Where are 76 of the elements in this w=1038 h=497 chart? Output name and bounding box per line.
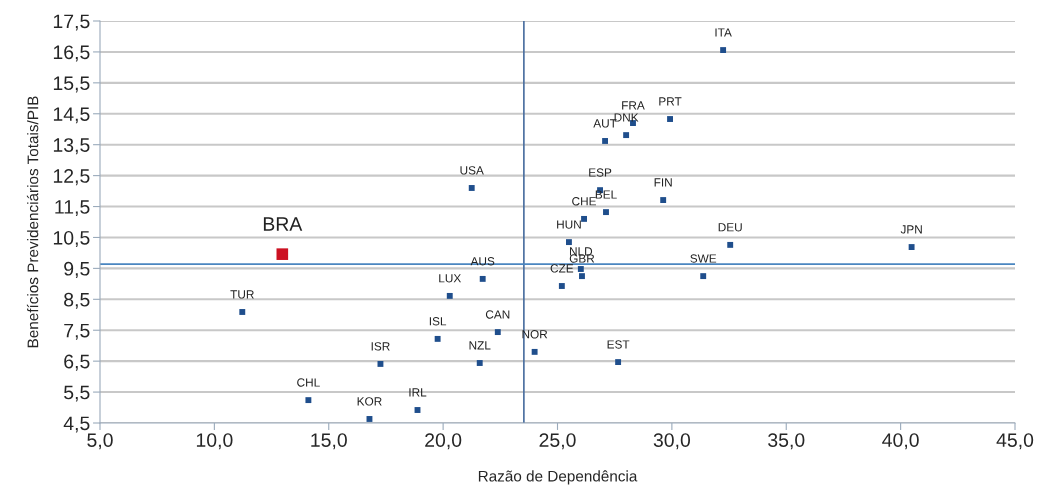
x-axis-title: Razão de Dependência: [478, 470, 638, 485]
point: [531, 348, 538, 355]
y-tick-label: 7,5: [64, 323, 90, 340]
point: [494, 329, 501, 336]
y-tick-label: 14,5: [53, 107, 90, 124]
y-tick-label: 15,5: [53, 76, 90, 93]
annotation: JPN: [900, 225, 922, 234]
annotation: CHE: [572, 197, 596, 206]
point: [479, 275, 486, 282]
annotation: ESP: [589, 168, 612, 177]
x-tick-label: 25,0: [539, 433, 576, 450]
x-tick-label: 5,0: [87, 433, 113, 450]
annotation: GBR: [569, 254, 595, 263]
annotation: EST: [607, 340, 630, 349]
point: [276, 248, 289, 260]
annotation: HUN: [557, 220, 581, 229]
point: [476, 360, 483, 366]
y-tick-label: 17,5: [53, 14, 90, 31]
point: [434, 335, 441, 342]
point: [577, 266, 584, 272]
y-tick-label: 10,5: [53, 230, 90, 247]
y-tick-label: 16,5: [53, 45, 90, 62]
point: [581, 215, 587, 222]
point: [565, 239, 572, 246]
point: [468, 185, 475, 191]
x-tick-label: 40,0: [882, 433, 919, 450]
y-tick-label: 6,5: [64, 354, 90, 371]
annotation: TUR: [230, 290, 254, 299]
y-tick-label: 4,5: [63, 416, 90, 433]
x-tick-label: 15,0: [311, 433, 347, 450]
annotation: KOR: [357, 397, 382, 406]
point: [239, 309, 246, 315]
point: [700, 273, 707, 280]
annotation: ITA: [715, 28, 732, 37]
annotation: IRL: [409, 388, 427, 397]
point: [660, 197, 667, 203]
point: [305, 397, 312, 404]
annotation: PRT: [659, 97, 682, 106]
point: [558, 283, 565, 289]
annotation: BEL: [595, 190, 617, 199]
y-tick-label: 9,5: [64, 261, 90, 278]
x-tick-label: 45,0: [996, 433, 1034, 450]
point: [579, 273, 585, 280]
annotation: ISR: [371, 342, 390, 351]
point: [667, 116, 673, 122]
x-tick-label: 30,0: [653, 433, 691, 450]
annotation: USA: [460, 166, 484, 175]
y-tick-label: 8,5: [64, 292, 90, 309]
point: [727, 241, 734, 248]
point: [603, 209, 609, 216]
x-tick-label: 35,0: [768, 433, 805, 450]
point: [908, 244, 915, 250]
y-tick-label: 12,5: [53, 169, 90, 186]
point: [623, 132, 630, 139]
x-tick-label: 10,0: [196, 433, 233, 450]
annotation: ISL: [429, 317, 447, 326]
annotation: NLD: [569, 247, 593, 256]
annotation: NZL: [469, 341, 491, 350]
annotation: FIN: [654, 178, 672, 187]
x-tick-label: 20,0: [425, 433, 462, 450]
annotation: LUX: [439, 274, 461, 283]
annotation: SWE: [690, 254, 717, 263]
point: [720, 47, 727, 54]
annotation: BRA: [263, 217, 303, 231]
annotation: CAN: [485, 310, 510, 319]
y-axis-title: Benefícios Previdenciários Totais/PIB: [26, 96, 39, 348]
y-tick-label: 13,5: [53, 138, 90, 155]
point: [446, 292, 453, 299]
point: [602, 138, 609, 144]
annotation: FRA: [622, 101, 645, 110]
annotation: CHL: [297, 378, 320, 387]
annotation: DEU: [718, 223, 742, 232]
y-tick-label: 11,5: [55, 200, 90, 217]
y-tick-label: 5,5: [64, 385, 90, 402]
point: [615, 359, 622, 366]
annotation: CZE: [550, 264, 574, 273]
